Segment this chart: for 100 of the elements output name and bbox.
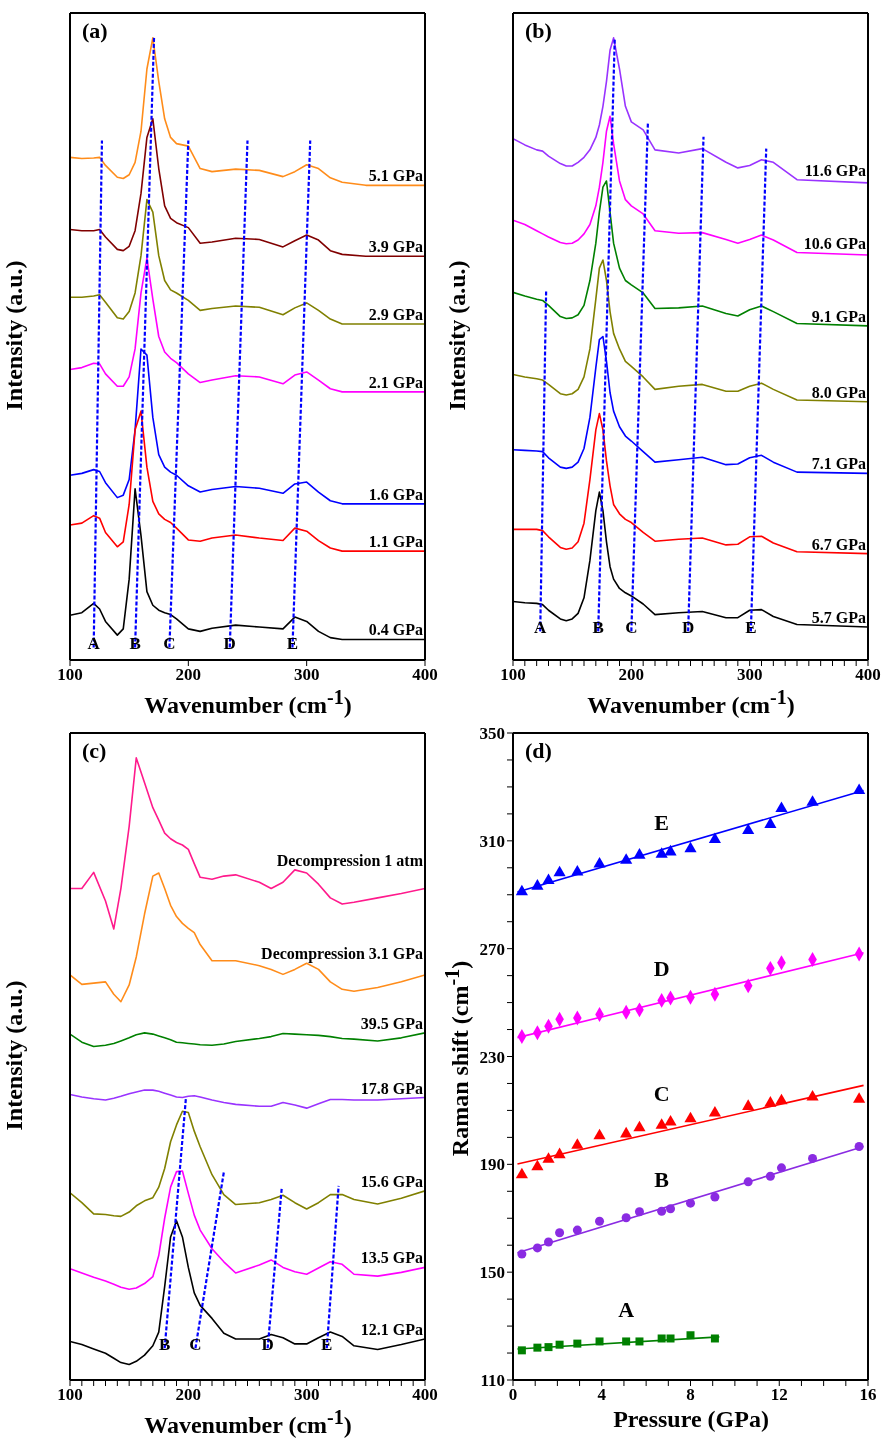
point xyxy=(573,1339,582,1348)
annotation: B xyxy=(592,617,604,637)
series-label: 13.5 GPa xyxy=(360,1249,423,1267)
chart-title: (b) xyxy=(525,18,552,44)
series-label: 15.6 GPa xyxy=(360,1172,423,1190)
series-label: Decompression 3.1 GPa xyxy=(261,945,423,964)
x-tick-label: 300 xyxy=(736,665,763,685)
y-tick-label: 230 xyxy=(479,1047,505,1067)
point xyxy=(595,1337,604,1346)
x-tick-label: 300 xyxy=(293,665,320,685)
point xyxy=(655,1118,668,1129)
series-label: 1.6 GPa xyxy=(368,485,423,503)
series-label: 10.6 GPa xyxy=(803,234,866,252)
y-axis-title: Intensity (a.u.) xyxy=(0,259,28,413)
x-tick-label: 300 xyxy=(293,1385,320,1405)
series-label: B xyxy=(654,1166,670,1192)
annotation: A xyxy=(87,634,101,654)
point xyxy=(531,1159,544,1171)
point xyxy=(542,873,555,884)
point xyxy=(517,1249,527,1259)
x-tick-label: 100 xyxy=(57,1385,83,1405)
series-label: 17.8 GPa xyxy=(360,1079,423,1097)
x-tick-label: 400 xyxy=(412,665,438,685)
annotation: C xyxy=(163,634,176,654)
point xyxy=(542,1152,555,1163)
point xyxy=(621,1213,631,1223)
annotation: B xyxy=(129,634,141,654)
series-label: Decompression 1 atm xyxy=(276,851,424,870)
point xyxy=(620,853,633,864)
point xyxy=(776,1163,786,1173)
point xyxy=(710,1192,720,1202)
x-axis-title: Wavenumber (cm$^{-1}$) xyxy=(143,686,353,719)
series-label: A xyxy=(618,1296,635,1322)
point xyxy=(593,1128,606,1140)
series-label: E xyxy=(654,809,669,835)
series-label: 7.1 GPa xyxy=(811,455,866,473)
point xyxy=(634,1207,644,1217)
point xyxy=(543,1237,554,1247)
point xyxy=(655,847,668,858)
y-tick-label: 190 xyxy=(479,1155,505,1175)
point xyxy=(517,1346,526,1355)
point xyxy=(633,848,646,859)
annotation: C xyxy=(189,1334,202,1354)
point xyxy=(853,1092,866,1103)
series-label: D xyxy=(653,955,670,981)
point xyxy=(666,1334,675,1343)
point xyxy=(775,1093,788,1105)
x-tick-label: 0 xyxy=(508,1385,518,1405)
y-axis-title: Intensity (a.u.) xyxy=(443,259,471,413)
series-label: 12.1 GPa xyxy=(360,1320,423,1338)
point xyxy=(684,841,697,853)
point xyxy=(666,1204,676,1214)
series-label: 39.5 GPa xyxy=(360,1014,423,1032)
x-tick-label: 4 xyxy=(597,1385,607,1405)
point xyxy=(593,857,606,868)
point xyxy=(571,865,584,876)
x-axis-title: Wavenumber (cm$^{-1}$) xyxy=(586,686,796,719)
y-tick-label: 270 xyxy=(479,939,505,959)
point xyxy=(686,1331,695,1340)
x-tick-label: 200 xyxy=(175,665,202,685)
point xyxy=(806,1089,819,1101)
point xyxy=(555,1340,564,1349)
point xyxy=(664,1114,677,1126)
point xyxy=(742,1099,755,1110)
point xyxy=(684,1111,697,1123)
point xyxy=(742,823,755,835)
y-tick-label: 150 xyxy=(479,1263,505,1283)
annotation: E xyxy=(745,617,757,637)
point xyxy=(595,1216,605,1226)
x-tick-label: 100 xyxy=(57,665,83,685)
point xyxy=(854,1142,864,1152)
point xyxy=(806,795,819,806)
point xyxy=(710,1334,719,1343)
x-tick-label: 200 xyxy=(618,665,645,685)
annotation: A xyxy=(534,617,548,637)
y-tick-label: 110 xyxy=(480,1371,505,1391)
point xyxy=(765,1171,775,1181)
point xyxy=(635,1337,644,1346)
point xyxy=(532,1243,542,1253)
series-label: 1.1 GPa xyxy=(368,533,423,551)
chart-title: (c) xyxy=(82,738,107,764)
point xyxy=(657,1206,667,1216)
y-axis-title: Intensity (a.u.) xyxy=(0,979,28,1133)
annotation: B xyxy=(158,1334,171,1354)
x-tick-label: 400 xyxy=(855,665,881,685)
annotation: D xyxy=(223,634,236,654)
point xyxy=(553,1147,566,1159)
x-tick-label: 12 xyxy=(770,1385,788,1405)
chart-title: (d) xyxy=(525,738,552,764)
series-label: C xyxy=(653,1080,670,1106)
x-axis-title: Wavenumber (cm$^{-1}$) xyxy=(143,1406,353,1439)
point xyxy=(743,1177,753,1187)
point xyxy=(708,832,721,843)
point xyxy=(544,1343,553,1352)
x-tick-label: 400 xyxy=(412,1385,438,1405)
annotation: E xyxy=(321,1334,333,1354)
point xyxy=(764,1096,777,1107)
x-axis-title: Pressure (GPa) xyxy=(612,1406,770,1433)
point xyxy=(708,1106,721,1117)
point xyxy=(515,884,528,896)
